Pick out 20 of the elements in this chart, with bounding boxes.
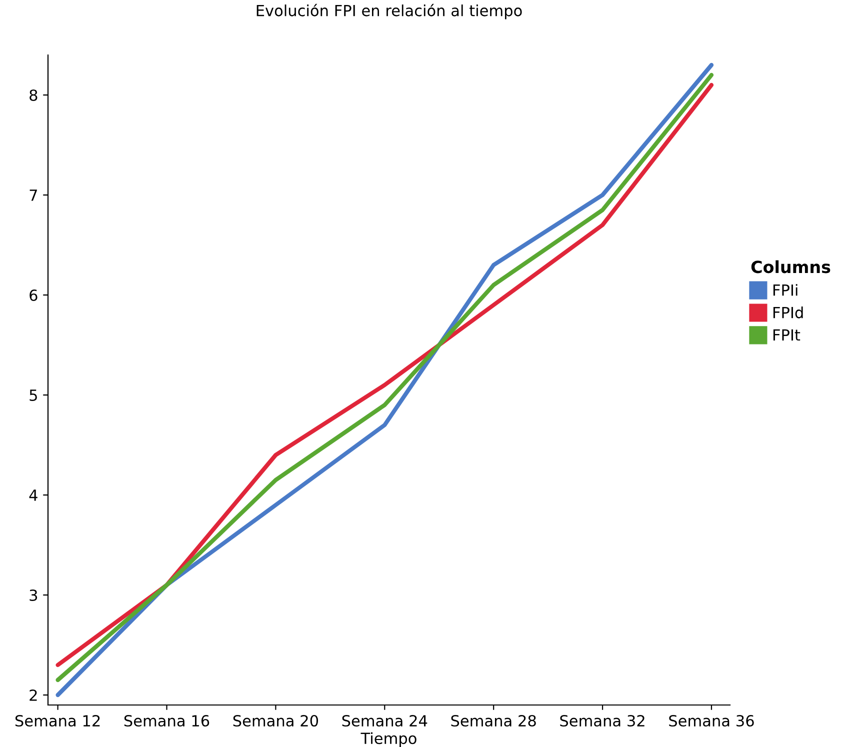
chart-title: Evolución FPI en relación al tiempo — [256, 4, 522, 20]
y-tick-label: 4 — [29, 490, 38, 501]
legend-label: FPIi — [773, 284, 798, 296]
x-tick-label: Semana 16 — [124, 714, 210, 727]
y-tick-label: 8 — [30, 89, 38, 102]
x-tick-label: Semana 36 — [669, 714, 754, 727]
x-tick-label: Semana 12 — [15, 714, 100, 727]
legend-label: FPIt — [773, 329, 800, 341]
legend-title: Columns — [751, 260, 830, 274]
y-tick-label: 3 — [30, 589, 38, 602]
y-tick-label: 2 — [30, 689, 37, 701]
x-tick-label: Semana 28 — [451, 714, 536, 727]
x-tick-label: Semana 20 — [233, 714, 318, 727]
y-tick-label: 5 — [30, 390, 37, 402]
y-tick-label: 6 — [30, 289, 38, 302]
x-tick-label: Semana 24 — [342, 714, 428, 727]
y-tick-label: 7 — [30, 190, 37, 201]
x-tick-label: Semana 32 — [560, 714, 644, 727]
x-axis-title: Tiempo — [360, 732, 416, 747]
legend-label: FPId — [773, 306, 803, 318]
